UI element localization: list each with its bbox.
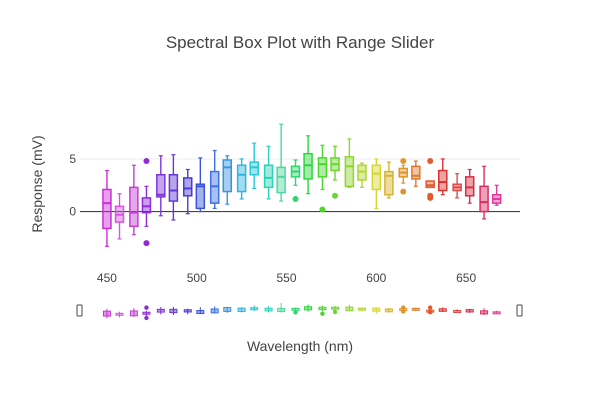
slider-outlier — [293, 310, 298, 315]
slider-box — [331, 306, 340, 310]
slider-box — [237, 307, 246, 312]
box-iqr[interactable] — [303, 152, 313, 180]
box-iqr[interactable] — [411, 165, 421, 180]
outlier-point[interactable] — [143, 240, 150, 247]
slider-box — [345, 306, 354, 312]
box-iqr[interactable] — [276, 166, 286, 194]
slider-box — [223, 307, 232, 312]
slider-outlier — [428, 305, 433, 310]
box-iqr[interactable] — [222, 159, 233, 193]
slider-box — [318, 306, 327, 311]
slider-box — [357, 307, 366, 311]
box-iqr[interactable] — [371, 164, 382, 191]
box-iqr[interactable] — [129, 186, 139, 228]
x-tick-label: 550 — [277, 271, 297, 285]
slider-box — [250, 307, 259, 311]
box-iqr[interactable] — [195, 183, 206, 210]
slider-outlier — [428, 310, 433, 315]
slider-outlier — [144, 315, 149, 321]
box-iqr[interactable] — [438, 169, 448, 192]
box-iqr[interactable] — [168, 173, 179, 202]
outlier-point[interactable] — [400, 158, 407, 165]
box-iqr[interactable] — [183, 177, 193, 197]
box-iqr[interactable] — [102, 188, 112, 230]
box-iqr[interactable] — [209, 170, 220, 204]
outlier-point[interactable] — [319, 206, 326, 213]
box-iqr[interactable] — [263, 164, 274, 189]
outlier-point[interactable] — [292, 195, 299, 202]
range-slider-right-handle[interactable] — [516, 304, 523, 317]
x-tick-label: 450 — [97, 271, 117, 285]
slider-box — [142, 311, 151, 315]
outlier-point[interactable] — [427, 194, 434, 201]
box-iqr[interactable] — [384, 170, 394, 196]
x-tick-label: 600 — [366, 271, 386, 285]
chart-title: Spectral Box Plot with Range Slider — [165, 33, 435, 52]
slider-box — [210, 308, 219, 314]
box-iqr[interactable] — [141, 197, 152, 214]
slider-box — [304, 306, 313, 311]
slider-box — [480, 310, 489, 315]
slider-box — [277, 307, 286, 313]
slider-box — [291, 307, 300, 311]
slider-box — [102, 310, 111, 317]
range-slider-left-handle[interactable] — [76, 304, 83, 317]
y-tick-label: 5 — [69, 152, 76, 166]
slider-box — [183, 309, 192, 313]
slider-outlier — [401, 309, 406, 314]
outlier-point[interactable] — [332, 192, 339, 199]
x-tick-label: 650 — [456, 271, 476, 285]
box-iqr[interactable] — [156, 173, 166, 198]
slider-outlier — [144, 305, 149, 310]
box-iqr[interactable] — [236, 164, 247, 193]
box-iqr[interactable] — [317, 157, 328, 178]
slider-box — [264, 307, 273, 312]
box-iqr[interactable] — [344, 156, 355, 188]
slider-box — [465, 309, 474, 313]
box-iqr[interactable] — [357, 164, 367, 181]
slider-box — [156, 308, 165, 313]
box-iqr[interactable] — [479, 185, 489, 213]
slider-box — [411, 307, 420, 311]
outlier-point[interactable] — [143, 158, 150, 165]
slider-box — [196, 310, 205, 315]
box-iqr[interactable] — [425, 180, 435, 189]
slider-outlier — [332, 309, 338, 315]
slider-box — [453, 310, 462, 314]
box-iqr[interactable] — [249, 161, 259, 176]
slider-outlier — [401, 305, 406, 310]
slider-box — [384, 308, 393, 313]
slider-outlier — [320, 311, 325, 316]
slider-box — [438, 308, 447, 312]
outlier-point[interactable] — [427, 158, 434, 165]
box-iqr[interactable] — [464, 176, 475, 197]
x-axis-label: Wavelength (nm) — [246, 338, 354, 354]
slider-box — [372, 307, 381, 312]
y-tick-label: 0 — [69, 205, 76, 219]
outlier-point[interactable] — [400, 188, 407, 195]
slider-box — [492, 311, 501, 315]
slider-box — [115, 312, 124, 316]
slider-box — [169, 308, 178, 314]
x-tick-label: 500 — [187, 271, 207, 285]
slider-box — [129, 310, 138, 317]
